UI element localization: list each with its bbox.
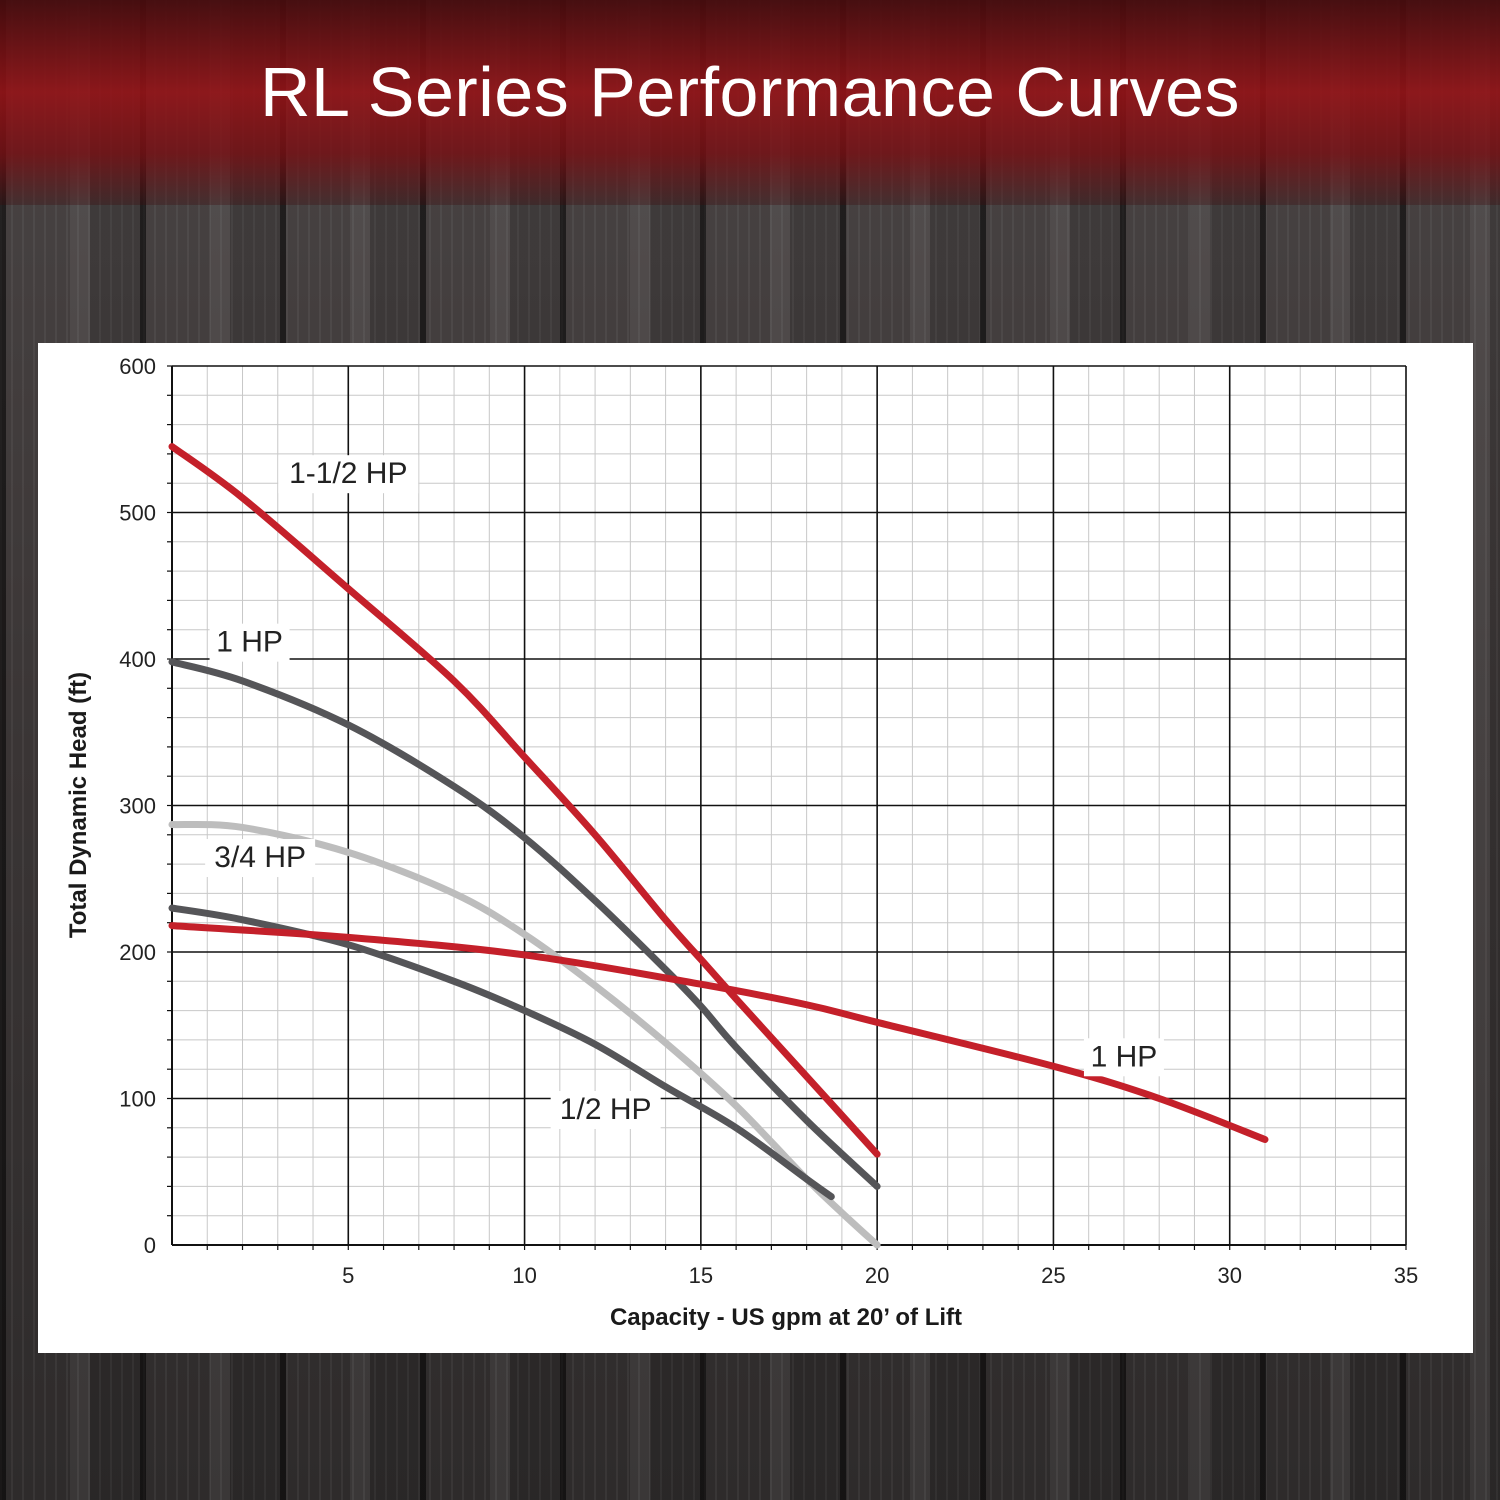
- y-tick-label: 200: [119, 940, 156, 965]
- x-tick-label: 30: [1217, 1263, 1241, 1288]
- curve-label-background: [550, 1091, 661, 1130]
- y-tick-label: 300: [119, 794, 156, 819]
- x-tick-label: 35: [1394, 1263, 1418, 1288]
- x-tick-label: 15: [689, 1263, 713, 1288]
- page-title: RL Series Performance Curves: [259, 53, 1241, 131]
- curve-label: 1 HP: [216, 626, 283, 659]
- x-tick-label: 5: [342, 1263, 354, 1288]
- curve-label-background: [205, 839, 316, 878]
- curve-label: 1-1/2 HP: [289, 457, 407, 490]
- x-axis-title: Capacity - US gpm at 20’ of Lift: [610, 1304, 962, 1331]
- chart-panel: 5 10 15 20 25 30 35 0 100 200 300 400 500 600 1-1/2 H…: [38, 343, 1473, 1353]
- y-tick-label: 100: [119, 1087, 156, 1112]
- y-tick-label: 0: [144, 1233, 156, 1258]
- curve-label-background: [209, 623, 290, 662]
- curve-label-background: [1083, 1038, 1164, 1077]
- title-banner: RL Series Performance Curves: [0, 0, 1500, 205]
- curve-label: 1 HP: [1091, 1040, 1158, 1073]
- series-line-1-hp-4: [168, 922, 1269, 1144]
- x-tick-label: 20: [865, 1263, 889, 1288]
- curve-label: 3/4 HP: [214, 841, 306, 874]
- series-line-1-1-2-hp-0: [168, 443, 881, 1158]
- curve-label-background: [278, 455, 419, 494]
- x-tick-label: 25: [1041, 1263, 1065, 1288]
- y-tick-label: 500: [119, 501, 156, 526]
- performance-chart: 5 10 15 20 25 30 35 0 100 200 300 400 500 600 1-1/2 H…: [65, 354, 1418, 1331]
- curve-label: 1/2 HP: [560, 1093, 652, 1126]
- series-line-1-hp-1: [168, 658, 881, 1190]
- y-tick-label: 400: [119, 647, 156, 672]
- y-tick-label: 600: [119, 354, 156, 379]
- y-axis-title: Total Dynamic Head (ft): [65, 672, 92, 938]
- x-tick-label: 10: [512, 1263, 536, 1288]
